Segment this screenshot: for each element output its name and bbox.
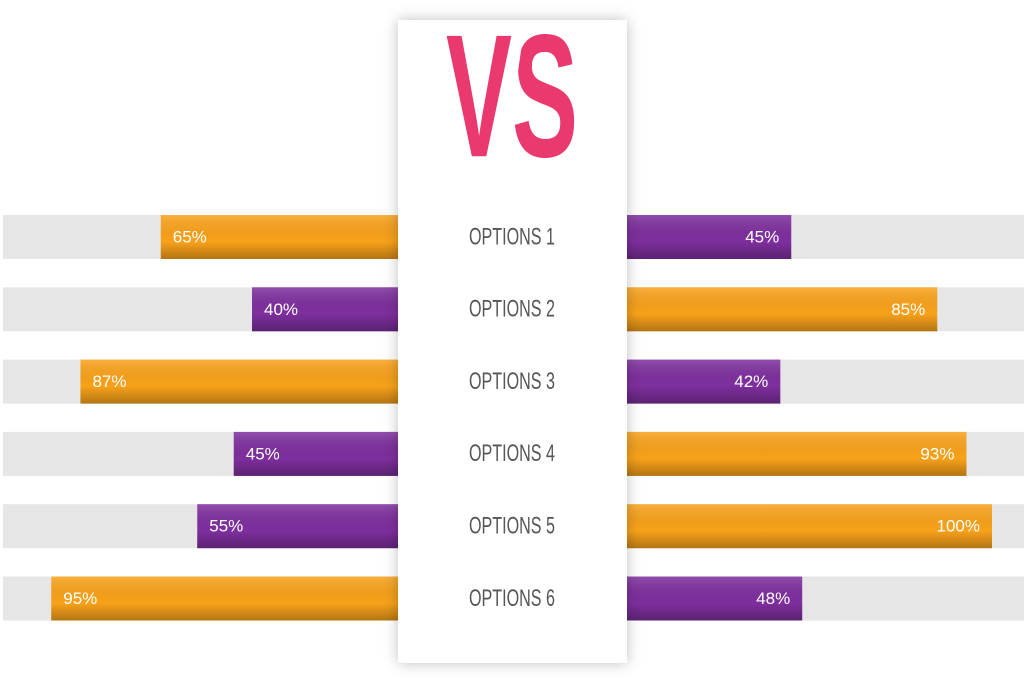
- bar-shade: [80, 359, 398, 404]
- vs-slash: [496, 29, 524, 196]
- bar-shade: [233, 431, 398, 476]
- value-label: 93%: [920, 444, 954, 463]
- bar-shade: [252, 287, 398, 332]
- value-label: 95%: [63, 589, 97, 608]
- bar-shade: [627, 359, 781, 404]
- category-label: OPTIONS 4: [469, 440, 555, 467]
- category-label: OPTIONS 1: [469, 223, 555, 250]
- value-label: 100%: [937, 517, 980, 536]
- category-label: OPTIONS 2: [469, 296, 555, 323]
- category-label: OPTIONS 3: [469, 368, 555, 395]
- value-label: 65%: [173, 227, 207, 246]
- bar-shade: [197, 504, 398, 549]
- value-label: 48%: [756, 589, 790, 608]
- bar-shade: [627, 576, 803, 621]
- category-label: OPTIONS 5: [469, 513, 555, 540]
- value-label: 40%: [264, 300, 298, 319]
- bar-shade: [627, 287, 938, 332]
- value-label: 55%: [209, 517, 243, 536]
- bar-shade: [627, 215, 792, 259]
- center-panel: [398, 20, 627, 663]
- value-label: 85%: [891, 300, 925, 319]
- value-label: 45%: [246, 444, 280, 463]
- category-label: OPTIONS 6: [469, 585, 555, 612]
- value-label: 45%: [745, 227, 779, 246]
- value-label: 42%: [734, 372, 768, 391]
- bar-shade: [627, 504, 992, 549]
- bar-shade: [627, 431, 967, 476]
- value-label: 87%: [92, 372, 126, 391]
- bar-shade: [160, 215, 398, 259]
- bar-shade: [51, 576, 398, 621]
